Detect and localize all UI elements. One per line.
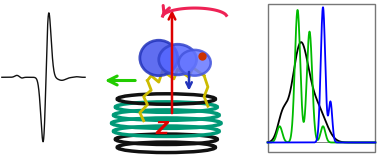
Text: Z: Z bbox=[155, 120, 168, 138]
Ellipse shape bbox=[140, 40, 178, 76]
Ellipse shape bbox=[159, 44, 197, 75]
Ellipse shape bbox=[179, 50, 211, 76]
Bar bbox=[268, 4, 375, 152]
